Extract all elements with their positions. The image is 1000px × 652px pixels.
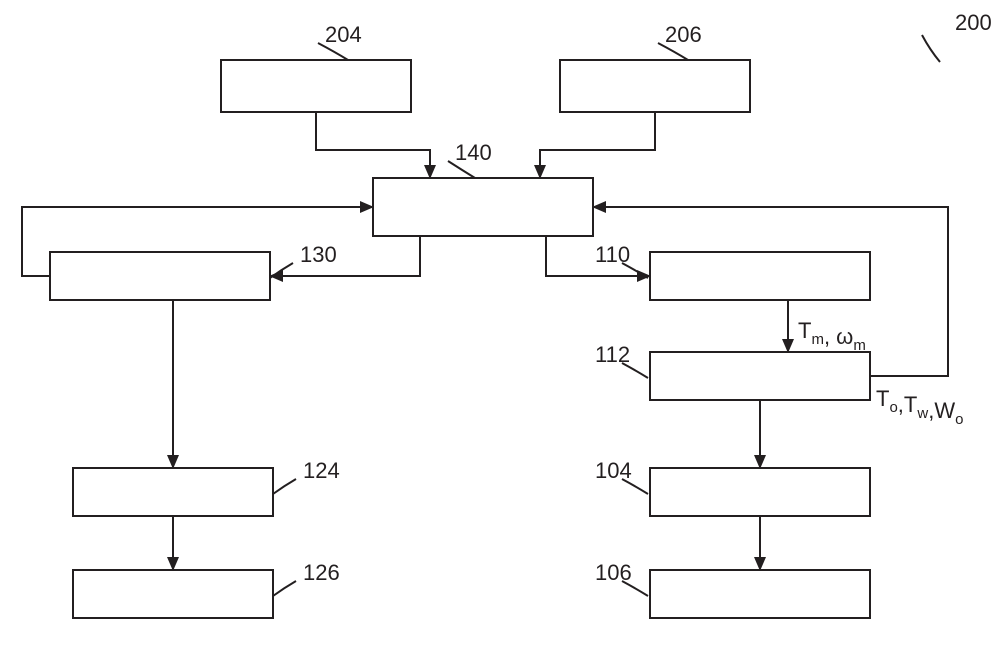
node-n104-leader [622,479,648,494]
annotation-to_tw_wo: To,Tw,Wo [876,386,963,428]
node-n112-leader [622,363,648,378]
node-n112-label: 112 [595,342,630,367]
edge-e206_140 [540,112,655,178]
node-n204-box [221,60,411,112]
node-n140-label: 140 [455,140,492,165]
node-n106-leader [622,581,648,596]
node-n104-label: 104 [595,458,632,483]
node-n126-label: 126 [303,560,340,585]
node-n126-box [73,570,273,618]
node-n104: 104 [595,458,870,516]
node-n112: 112 [595,342,870,400]
node-n112-box [650,352,870,400]
node-n110-label: 110 [595,242,630,267]
node-n126: 126 [73,560,340,618]
annotation-tm_wm: Tm, ωm [798,318,866,354]
node-n140: 140 [373,140,593,236]
node-n130-box [50,252,270,300]
node-n106-label: 106 [595,560,632,585]
edge-e140_130 [270,236,420,276]
node-n124-label: 124 [303,458,340,483]
edge-e204_140 [316,112,430,178]
node-n104-box [650,468,870,516]
node-n206-box [560,60,750,112]
node-n110: 110 [595,242,870,300]
figure-ref-200: 200 [955,10,992,35]
node-n130-label: 130 [300,242,337,267]
node-n204-label: 204 [325,22,362,47]
node-n106-box [650,570,870,618]
node-n124: 124 [73,458,340,516]
node-n206: 206 [560,22,750,112]
node-n124-leader [273,479,296,494]
node-n140-box [373,178,593,236]
node-n106: 106 [595,560,870,618]
node-n130: 130 [50,242,337,300]
node-n206-label: 206 [665,22,702,47]
node-n204: 204 [221,22,411,112]
node-n126-leader [273,581,296,596]
node-n124-box [73,468,273,516]
node-n110-box [650,252,870,300]
figure-ref-200-leader [922,35,940,62]
